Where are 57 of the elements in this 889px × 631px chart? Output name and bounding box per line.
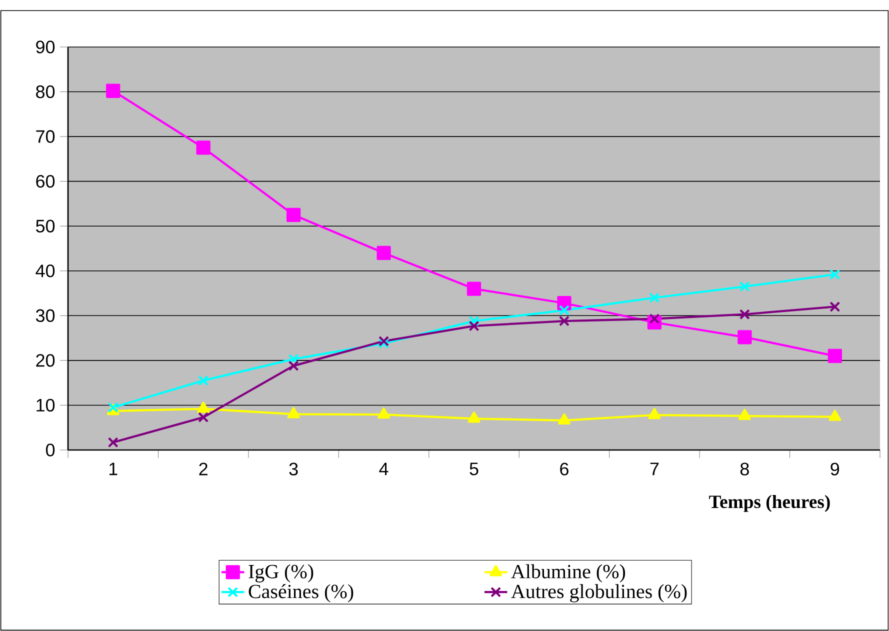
- point: [198, 375, 209, 386]
- point: [828, 348, 842, 364]
- point: [468, 316, 480, 326]
- point: [108, 402, 118, 413]
- point: [196, 140, 210, 155]
- x-tick-label: 9: [830, 462, 840, 476]
- point: [649, 313, 660, 324]
- point: [739, 309, 750, 320]
- y-tick-label: 30: [36, 309, 55, 322]
- x-tick-label: 4: [379, 462, 388, 476]
- legend-label: Albumine (%): [511, 564, 626, 582]
- x-tick-label: 1: [109, 462, 118, 476]
- x-tick-label: 5: [470, 462, 478, 476]
- point: [287, 407, 300, 418]
- y-tick-label: 40: [36, 264, 55, 278]
- point: [197, 402, 210, 413]
- point: [466, 282, 482, 296]
- point: [468, 412, 480, 423]
- point: [738, 408, 751, 420]
- legend-label: Autres globulines (%): [511, 584, 687, 602]
- x-tick-label: 7: [650, 462, 659, 476]
- x-tick-label: 8: [740, 462, 749, 476]
- y-tick-label: 0: [46, 444, 55, 456]
- point: [376, 246, 391, 260]
- x-tick-label: 2: [199, 462, 208, 476]
- point: [738, 330, 752, 344]
- point: [288, 360, 299, 372]
- point: [378, 338, 390, 349]
- point: [830, 269, 840, 280]
- point: [558, 316, 570, 326]
- point: [108, 437, 118, 448]
- point: [558, 304, 570, 316]
- point: [378, 408, 390, 419]
- y-tick-label: 90: [36, 40, 55, 54]
- legend-label: IgG (%): [248, 564, 314, 582]
- y-tick-label: 80: [36, 85, 55, 98]
- point: [828, 410, 842, 421]
- point: [739, 281, 750, 292]
- x-tick-label: 6: [560, 462, 568, 476]
- point: [830, 301, 840, 312]
- point: [648, 408, 661, 420]
- y-tick-label: 70: [36, 130, 55, 143]
- y-tick-label: 50: [36, 220, 55, 232]
- point: [286, 208, 301, 222]
- x-tick-label: 3: [289, 462, 298, 476]
- point: [198, 412, 209, 423]
- point: [558, 413, 570, 425]
- x-axis-title: Temps (heures): [709, 494, 830, 512]
- point: [106, 84, 120, 98]
- y-tick-label: 60: [36, 174, 55, 188]
- point: [288, 354, 299, 364]
- point: [468, 320, 480, 332]
- legend-label: Caséines (%): [248, 584, 354, 602]
- point: [649, 292, 660, 304]
- point: [378, 336, 390, 346]
- y-tick-label: 20: [36, 354, 55, 367]
- y-tick-label: 10: [36, 398, 55, 412]
